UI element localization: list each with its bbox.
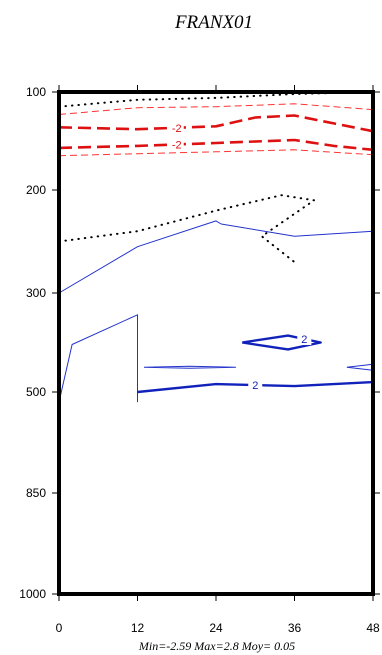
contour-line-zero xyxy=(58,91,374,108)
contour-label: 2 xyxy=(252,380,258,392)
contour-line-zero xyxy=(58,194,316,264)
x-tick-label: 0 xyxy=(56,621,63,635)
contour-line-negative-thin xyxy=(58,149,374,157)
x-tick-label: 24 xyxy=(209,621,223,635)
contour-line-positive-thin xyxy=(58,314,138,403)
contour-label-bg xyxy=(169,137,184,151)
chart-title: FRANX01 xyxy=(174,12,253,33)
x-axis: 0 12 24 36 48 xyxy=(56,85,380,635)
x-tick-label: 48 xyxy=(366,621,380,635)
y-tick-label: 100 xyxy=(26,85,46,99)
contour-line-positive-thin xyxy=(346,363,374,371)
contour-line-negative-thin xyxy=(58,103,374,115)
contour-line-positive-thin xyxy=(143,365,237,369)
contour-line-negative-thick xyxy=(58,114,374,133)
contour-labels: -2 -2 2 2 xyxy=(169,120,312,392)
plot-frame xyxy=(57,90,375,596)
contour-label: -2 xyxy=(172,123,182,135)
contour-lines xyxy=(58,91,374,403)
contour-label-bg xyxy=(169,120,184,134)
contour-line-positive-thin xyxy=(58,220,374,294)
contour-line-negative-thick xyxy=(58,138,374,152)
y-tick-label: 1000 xyxy=(19,587,46,601)
contour-label-bg xyxy=(248,378,263,392)
x-tick-label: 36 xyxy=(288,621,302,635)
contour-label: -2 xyxy=(172,139,182,151)
y-tick-label: 300 xyxy=(26,286,46,300)
y-tick-label: 200 xyxy=(26,183,46,197)
x-tick-label: 12 xyxy=(131,621,145,635)
y-tick-label: 500 xyxy=(26,385,46,399)
y-tick-label: 850 xyxy=(26,486,46,500)
contour-label-bg xyxy=(297,332,312,346)
contour-line-positive-thick xyxy=(242,334,322,351)
contour-label: 2 xyxy=(301,334,307,346)
stats-text: Min=-2.59 Max=2.8 Moy= 0.05 xyxy=(138,639,295,653)
y-axis: 100 200 300 500 850 1000 xyxy=(19,85,380,601)
